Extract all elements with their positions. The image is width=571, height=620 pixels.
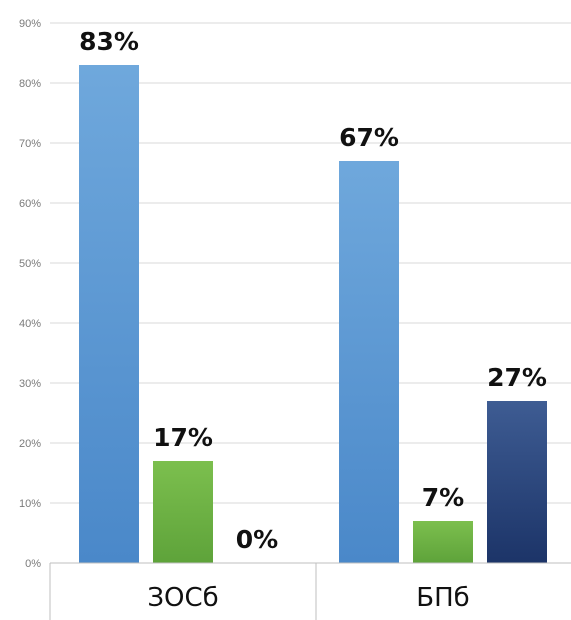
y-tick-label: 80% [19,78,41,90]
category-label: ЗОСб [147,583,218,613]
bars [79,65,547,563]
y-tick-label: 30% [19,378,41,390]
y-tick-label: 70% [19,138,41,150]
bar-1-1 [79,65,139,563]
category-axis: ЗОСб БПб [49,562,571,620]
data-label: 27% [487,363,547,392]
category-label: БПб [416,583,469,613]
data-label: 83% [79,27,139,56]
data-label: 7% [422,483,464,512]
y-tick-label: 20% [19,438,41,450]
data-label: 0% [236,525,278,554]
y-axis-ticks: 0% 10% 20% 30% 40% 50% 60% 70% 80% 90% [19,18,41,570]
y-tick-label: 90% [19,18,41,30]
y-tick-label: 60% [19,198,41,210]
bar-1-2 [153,461,213,563]
y-tick-label: 10% [19,498,41,510]
bar-2-2 [413,521,473,563]
y-tick-label: 50% [19,258,41,270]
y-tick-label: 0% [25,558,41,570]
bar-2-3 [487,401,547,563]
y-tick-label: 40% [19,318,41,330]
data-label: 67% [339,123,399,152]
data-label: 17% [153,423,213,452]
bar-2-1 [339,161,399,563]
data-labels: 83% 17% 0% 67% 7% 27% [79,27,547,554]
